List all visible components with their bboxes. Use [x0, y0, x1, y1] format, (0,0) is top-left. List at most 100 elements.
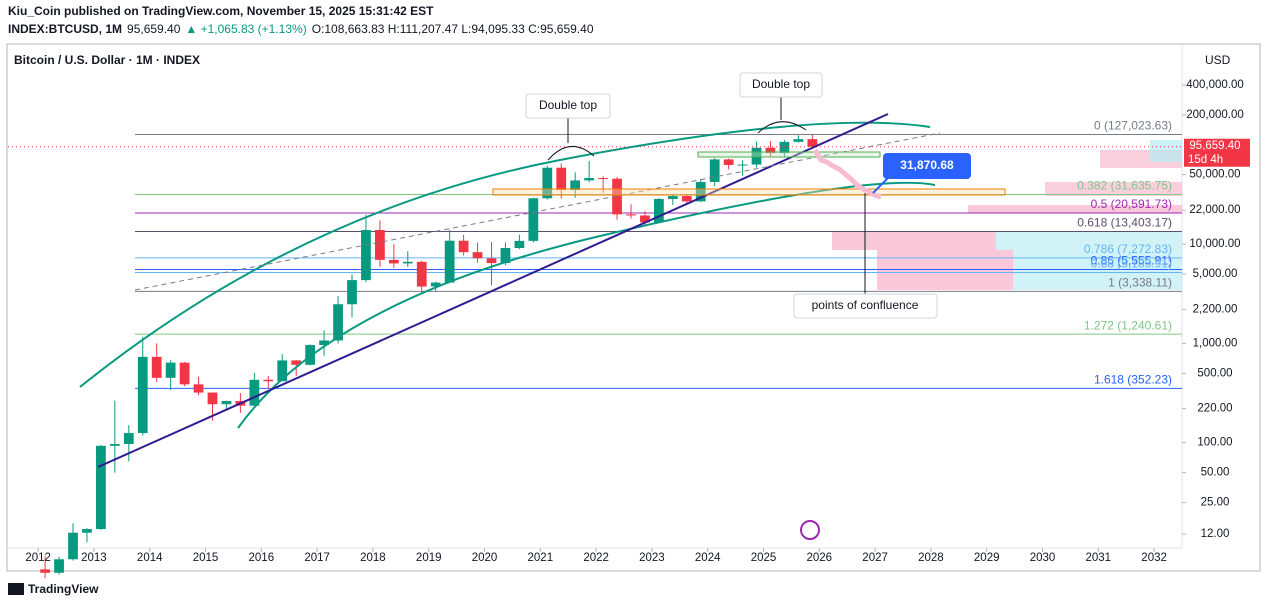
symbol-line: INDEX:BTCUSD, 1M 95,659.40 ▲ +1,065.83 (+1… [8, 22, 594, 36]
candle-body [514, 240, 525, 248]
candle-body [347, 280, 357, 305]
fib-label: 0 (127,023.63) [1094, 119, 1172, 133]
candle-body [249, 379, 260, 406]
candle-body [793, 139, 804, 142]
countdown: 15d 4h [1188, 154, 1223, 166]
y-tick-label: 50,000.00 [1189, 169, 1240, 181]
candle-body [751, 147, 762, 165]
vp-bar [1045, 182, 1182, 196]
vp-bar [877, 250, 1013, 290]
candle-body [193, 384, 204, 393]
candle-body [570, 180, 581, 191]
candle-body [779, 141, 790, 154]
candle-body [654, 198, 664, 223]
candle-body [277, 360, 288, 382]
candle-body [305, 345, 316, 365]
last-price-tag [1184, 138, 1250, 167]
candle-body [179, 362, 190, 385]
candle-body [430, 282, 441, 287]
y-tick-label: 100.00 [1197, 437, 1232, 449]
candle-body [681, 196, 692, 202]
candle-body [402, 261, 413, 264]
candle-body [333, 304, 343, 341]
candle-body [151, 356, 162, 378]
candle-body [263, 379, 274, 382]
candle-body [207, 392, 218, 405]
candle-body [458, 240, 469, 253]
last: 95,659.40 [127, 22, 181, 36]
y-tick-label: 400,000.00 [1186, 79, 1244, 91]
candle-body [291, 360, 302, 365]
x-tick-label: 2026 [807, 552, 833, 564]
candle-body [667, 196, 678, 199]
vp-bar [996, 232, 1182, 250]
arc-upper [79, 121, 931, 388]
candle-body [123, 433, 134, 445]
candle-body [319, 340, 329, 346]
candle-body [612, 178, 622, 215]
x-tick-label: 2019 [416, 552, 442, 564]
fib-label: 1.272 (1,240.61) [1084, 318, 1172, 332]
vp-bar [1150, 140, 1182, 162]
last-price-label: 95,659.40 [1189, 140, 1240, 152]
x-tick-label: 2023 [639, 552, 665, 564]
publisher: Kiu_Coin published on TradingView.com, N… [8, 4, 434, 18]
y-tick-label: 22,000.00 [1189, 204, 1240, 216]
arc [757, 121, 807, 134]
label-box [525, 93, 611, 119]
candle-body [528, 198, 539, 241]
candle-body [54, 559, 64, 573]
icon [800, 520, 820, 540]
vp-bar [1013, 250, 1182, 290]
candle-body [709, 159, 720, 182]
candle-body [556, 167, 567, 191]
fib-label: 1.618 (352.23) [1094, 373, 1172, 387]
candle-body [109, 444, 120, 446]
y-tick-label: 220.00 [1197, 403, 1232, 415]
dashed-trend [134, 132, 941, 291]
fib-label: 0.88 (5,183.91) [1091, 257, 1172, 271]
fib-label: 0.618 (13,403.17) [1077, 216, 1172, 230]
annotation: Double top [539, 98, 597, 112]
candle-body [137, 356, 148, 434]
y-tick-label: 25.00 [1201, 497, 1230, 509]
candle-body [807, 139, 818, 147]
candle-body [96, 445, 106, 530]
candle-body [584, 178, 595, 181]
x-tick-label: 2018 [360, 552, 386, 564]
y-tick-label: 12.00 [1201, 528, 1230, 540]
label-box [793, 293, 938, 319]
x-tick-label: 2027 [862, 552, 888, 564]
candle-body [165, 362, 176, 378]
ohlc: O:108,663.83 H:111,207.47 L:94,095.33 C:… [312, 22, 594, 36]
candle-body [472, 252, 483, 259]
candle-body [221, 401, 232, 405]
candle-body [444, 240, 455, 283]
x-tick-label: 2032 [1141, 552, 1167, 564]
brand: TradingView [28, 582, 99, 596]
x-tick-label: 2024 [695, 552, 721, 564]
fib-label: 1 (3,338.11) [1108, 276, 1172, 290]
annotation: points of confluence [812, 298, 919, 312]
fib-label: 0.382 (31,635.75) [1077, 179, 1172, 193]
candle-body [695, 181, 706, 202]
y-tick-label: 50.00 [1201, 467, 1230, 479]
candle-body [68, 532, 78, 560]
chart-title: Bitcoin / U.S. Dollar · 1M · INDEX [14, 53, 200, 67]
candle-body [361, 229, 371, 281]
logo [8, 583, 24, 595]
zone [697, 151, 881, 158]
x-tick-label: 2017 [304, 552, 330, 564]
x-tick-label: 2029 [974, 552, 1000, 564]
x-tick-label: 2031 [1086, 552, 1112, 564]
x-tick-label: 2014 [137, 552, 163, 564]
candle-body [626, 214, 636, 216]
currency: USD [1205, 53, 1231, 67]
label-box [739, 72, 823, 98]
x-tick-label: 2030 [1030, 552, 1056, 564]
candle-body [486, 258, 497, 264]
x-tick-label: 2012 [25, 552, 51, 564]
x-tick-label: 2028 [918, 552, 944, 564]
x-tick-label: 2020 [472, 552, 498, 564]
candle-body [375, 229, 385, 260]
